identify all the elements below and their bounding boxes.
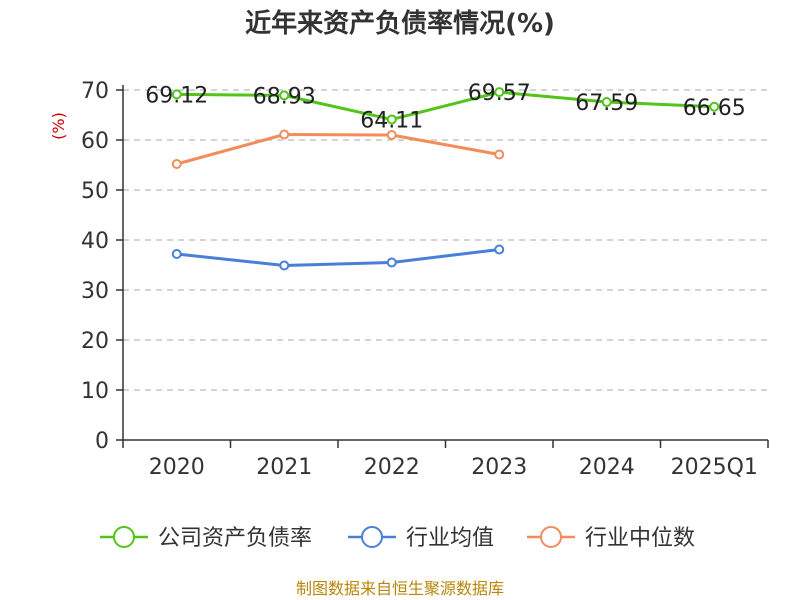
- legend: 公司资产负债率 行业均值 行业中位数: [100, 526, 695, 551]
- y-tick-label: 10: [81, 379, 109, 404]
- x-tick-label: 2024: [579, 455, 635, 480]
- x-tick-label: 2023: [471, 455, 527, 480]
- data-label: 69.12: [145, 83, 208, 108]
- series-1: [171, 244, 505, 271]
- source-note: 制图数据来自恒生聚源数据库: [296, 579, 504, 598]
- data-labels: 69.12 68.93 64.11 69.57 67.59 66.65: [145, 81, 745, 133]
- y-tick-label: 0: [95, 429, 109, 454]
- axes: 0 10 20 30 40 50 60 70 2020 2021 2022 2023 2024 2025Q…: [81, 79, 769, 480]
- data-label: 69.57: [468, 81, 531, 106]
- legend-item: 公司资产负债率: [100, 526, 312, 551]
- data-point: [386, 130, 397, 140]
- data-point: [494, 87, 505, 98]
- series-line: [176, 133, 500, 166]
- data-label: 66.65: [683, 96, 746, 121]
- y-tick-label: 40: [81, 229, 109, 254]
- data-point: [494, 149, 505, 160]
- data-point: [171, 89, 182, 100]
- data-point: [494, 244, 505, 255]
- legend-label: 行业均值: [406, 526, 494, 551]
- series-2: [171, 129, 505, 169]
- legend-swatch-marker: [361, 526, 383, 548]
- grid-lines: [123, 89, 768, 391]
- data-point: [171, 249, 182, 259]
- series-line: [176, 90, 715, 121]
- y-tick-label: 30: [81, 279, 109, 304]
- data-label: 68.93: [253, 84, 316, 109]
- y-tick-label: 60: [81, 129, 109, 154]
- x-tick-label: 2025Q1: [671, 455, 758, 480]
- chart-title: 近年来资产负债率情况(%): [245, 8, 555, 39]
- data-point: [709, 101, 720, 112]
- legend-label: 公司资产负债率: [158, 526, 312, 551]
- series-0: [171, 87, 720, 125]
- data-point: [386, 114, 397, 125]
- data-point: [279, 260, 290, 271]
- data-label: 64.11: [360, 108, 423, 133]
- series-layer: [171, 87, 720, 271]
- x-tick-label: 2021: [256, 455, 312, 480]
- data-label: 67.59: [575, 91, 638, 116]
- data-point: [386, 257, 397, 268]
- legend-label: 行业中位数: [585, 526, 695, 551]
- x-tick-label: 2022: [364, 455, 420, 480]
- y-axis-label: (%): [49, 112, 68, 140]
- legend-item: 行业均值: [348, 526, 494, 551]
- legend-item: 行业中位数: [527, 526, 695, 551]
- y-tick-label: 70: [81, 79, 109, 104]
- data-point: [279, 129, 290, 140]
- data-point: [279, 90, 290, 101]
- series-line: [176, 248, 500, 267]
- legend-swatch-marker: [540, 526, 562, 548]
- y-tick-label: 20: [81, 329, 109, 354]
- x-tick-label: 2020: [149, 455, 205, 480]
- legend-swatch-marker: [113, 526, 135, 548]
- y-tick-label: 50: [81, 179, 109, 204]
- data-point: [171, 159, 182, 169]
- data-point: [601, 97, 612, 108]
